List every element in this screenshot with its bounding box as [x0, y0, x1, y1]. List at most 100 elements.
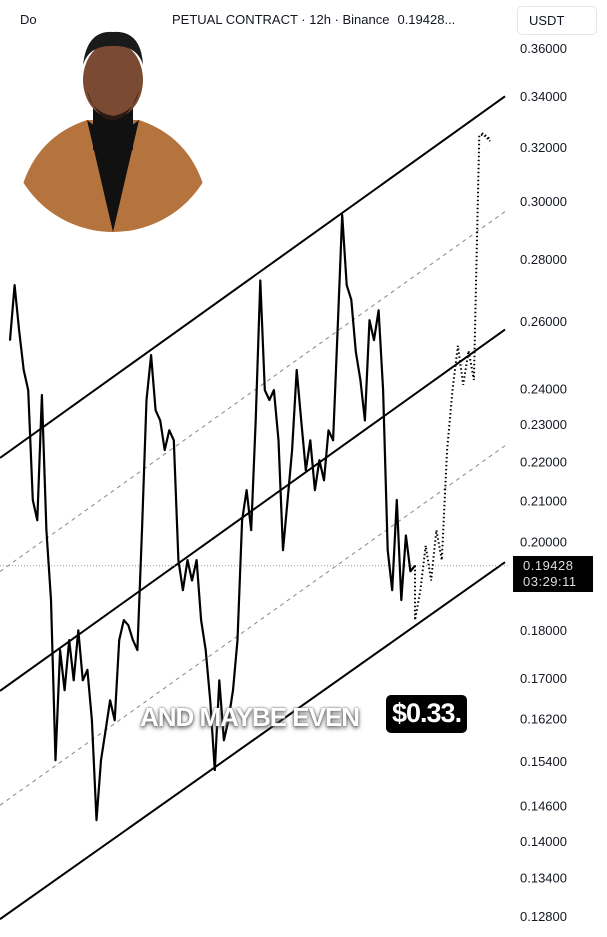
- price-point: [118, 639, 121, 641]
- caption-text: AND MAYBE EVEN: [140, 702, 360, 732]
- price-point: [22, 369, 25, 371]
- price-point: [213, 769, 216, 771]
- price-point: [350, 299, 353, 301]
- price-point: [359, 379, 362, 381]
- price-point: [314, 489, 316, 491]
- price-point: [113, 719, 116, 722]
- price-series-line: [8, 214, 416, 822]
- price-point: [27, 389, 30, 391]
- price-point: [405, 534, 407, 537]
- price-point: [236, 639, 239, 641]
- price-point: [409, 570, 412, 573]
- price-axis[interactable]: 0.36000 0.34000 0.32000 0.30000 0.28000 0.260…: [520, 41, 567, 924]
- price-points: [9, 214, 416, 821]
- price-point: [63, 689, 66, 692]
- price-point: [341, 214, 343, 216]
- y-tick-label: 0.12800: [520, 909, 567, 924]
- price-point: [13, 284, 16, 286]
- price-point: [9, 339, 11, 341]
- y-tick-label: 0.21000: [520, 493, 567, 508]
- price-point: [318, 459, 321, 462]
- y-tick-label: 0.18000: [520, 623, 567, 638]
- price-point: [163, 449, 166, 451]
- price-point: [291, 449, 293, 451]
- price-point: [41, 394, 43, 396]
- price-point: [364, 419, 366, 422]
- price-point: [159, 419, 161, 422]
- price-point: [186, 559, 189, 561]
- price-point: [200, 619, 202, 621]
- price-point: [104, 729, 107, 732]
- price-point: [227, 719, 230, 722]
- price-point: [59, 649, 61, 651]
- currency-button[interactable]: USDT: [517, 6, 597, 35]
- price-point: [154, 409, 157, 412]
- price-point: [68, 639, 70, 641]
- price-point: [391, 589, 394, 592]
- y-tick-label: 0.20000: [520, 534, 567, 549]
- y-tick-label: 0.14000: [520, 834, 567, 849]
- price-point: [382, 389, 384, 391]
- projection-dotted-line: [414, 133, 491, 621]
- symbol-label[interactable]: Do: [20, 12, 37, 27]
- price-point: [82, 679, 84, 682]
- price-point: [345, 284, 348, 286]
- price-point: [209, 699, 212, 702]
- price-point: [414, 564, 416, 567]
- price-point: [300, 419, 303, 422]
- bar-countdown: 03:29:11: [523, 574, 577, 589]
- y-tick-label: 0.26000: [520, 314, 567, 329]
- price-point: [223, 739, 225, 742]
- price-point: [45, 529, 48, 531]
- price-point: [191, 579, 193, 582]
- price-point: [254, 419, 257, 422]
- price-point: [295, 369, 298, 371]
- price-point: [259, 279, 262, 282]
- price-point: [250, 529, 252, 531]
- price-point: [355, 350, 357, 353]
- price-point: [332, 439, 334, 442]
- presenter-avatar: [7, 20, 219, 232]
- y-tick-label: 0.22000: [520, 454, 567, 469]
- channel-line-solid[interactable]: [0, 95, 506, 459]
- price-point: [218, 679, 221, 682]
- price-point: [241, 519, 243, 522]
- price-point: [204, 649, 207, 651]
- y-tick-label: 0.13400: [520, 871, 567, 886]
- price-point: [95, 819, 98, 821]
- y-tick-label: 0.17000: [520, 671, 567, 686]
- y-tick-label: 0.36000: [520, 41, 567, 56]
- price-point: [109, 699, 111, 702]
- person-photo-icon: [7, 20, 219, 232]
- price-point: [50, 599, 52, 601]
- y-tick-label: 0.30000: [520, 194, 567, 209]
- price-point: [400, 599, 403, 601]
- price-point: [323, 479, 325, 482]
- y-tick-label: 0.14600: [520, 799, 567, 814]
- price-point: [286, 499, 289, 501]
- price-point: [264, 389, 266, 391]
- channel-line-solid[interactable]: [0, 561, 506, 920]
- y-tick-label: 0.34000: [520, 89, 567, 104]
- y-tick-label: 0.15400: [520, 754, 567, 769]
- price-point: [18, 329, 20, 332]
- price-point: [122, 619, 125, 621]
- y-tick-label: 0.32000: [520, 140, 567, 155]
- y-tick-label: 0.24000: [520, 381, 567, 396]
- price-point: [245, 489, 248, 491]
- y-tick-label: 0.23000: [520, 417, 567, 432]
- price-point: [309, 439, 312, 442]
- chart-title: PETUAL CONTRACT · 12h · Binance 0.19428..…: [172, 12, 455, 27]
- y-tick-label: 0.28000: [520, 252, 567, 267]
- price-point: [132, 639, 134, 641]
- price-point: [100, 759, 102, 762]
- price-point: [195, 559, 198, 561]
- price-point: [368, 319, 371, 321]
- price-point: [168, 429, 171, 432]
- price-point: [232, 689, 234, 692]
- price-point: [145, 399, 148, 401]
- caption-highlight: $0.33.: [386, 695, 468, 733]
- price-point: [395, 499, 398, 501]
- price-point: [77, 629, 80, 632]
